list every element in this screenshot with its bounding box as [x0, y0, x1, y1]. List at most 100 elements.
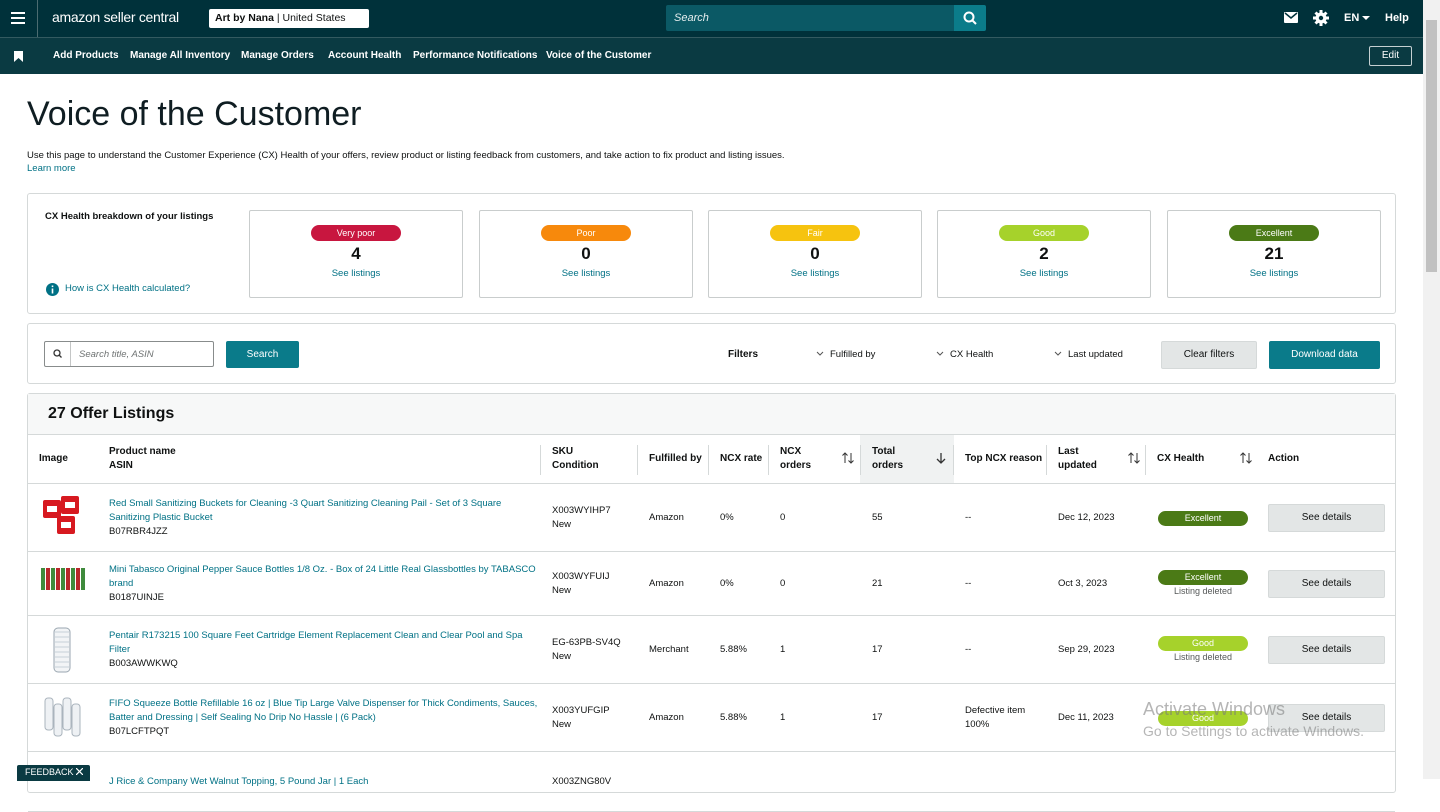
- column-header[interactable]: NCX rate: [720, 452, 762, 466]
- table-row: Red Small Sanitizing Buckets for Cleanin…: [28, 484, 1395, 552]
- column-header-text: NCX rate: [720, 453, 763, 464]
- search-button[interactable]: [954, 5, 986, 31]
- sku: X003ZNG80V: [552, 776, 612, 787]
- product-cell: Pentair R173215 100 Square Feet Cartridg…: [109, 616, 539, 684]
- total-orders-cell: 17: [872, 616, 962, 684]
- health-pill: Good: [1158, 636, 1248, 651]
- nav-link[interactable]: Manage All Inventory: [130, 50, 231, 61]
- menu-icon[interactable]: [11, 12, 25, 24]
- see-listings-link[interactable]: See listings: [561, 268, 611, 279]
- nav-link[interactable]: Add Products: [53, 50, 119, 61]
- listing-count: 4: [351, 244, 361, 263]
- bottle: [41, 568, 45, 590]
- nav-link[interactable]: Account Health: [328, 50, 402, 61]
- product-name-link[interactable]: J Rice & Company Wet Walnut Topping, 5 P…: [109, 776, 369, 787]
- settings-icon[interactable]: [1313, 10, 1329, 26]
- ncx-rate: 0%: [720, 578, 734, 589]
- column-header[interactable]: CX Health: [1157, 452, 1204, 466]
- column-header-text: orders: [872, 460, 904, 471]
- learn-more-link[interactable]: Learn more: [27, 163, 76, 174]
- ncx-orders: 0: [780, 512, 786, 523]
- sort-icon[interactable]: [842, 452, 854, 464]
- close-icon[interactable]: [75, 767, 84, 776]
- sort-icon[interactable]: [1128, 452, 1140, 464]
- column-header[interactable]: Fulfilled by: [649, 452, 702, 466]
- see-details-button[interactable]: See details: [1268, 504, 1385, 532]
- search-listings-input[interactable]: Search title, ASIN: [44, 341, 214, 367]
- see-listings-link[interactable]: See listings: [1019, 268, 1069, 279]
- ncx-orders-cell: 0: [780, 552, 870, 616]
- bucket-label: [65, 502, 75, 508]
- last-updated-cell: Dec 12, 2023: [1058, 484, 1156, 552]
- search-panel: Search title, ASIN Search Filters Clear …: [27, 323, 1396, 384]
- see-details-button[interactable]: See details: [1268, 570, 1385, 598]
- asin: B0187UINJE: [109, 592, 164, 603]
- total-orders: 21: [872, 578, 883, 589]
- column-header[interactable]: SKU Condition: [552, 445, 599, 473]
- see-details-button[interactable]: See details: [1268, 636, 1385, 664]
- cx-health-help-link[interactable]: How is CX Health calculated?: [65, 283, 191, 294]
- column-header[interactable]: NCX orders: [780, 445, 811, 473]
- fulfilled-by: Amazon: [649, 578, 684, 589]
- edit-button[interactable]: Edit: [1369, 46, 1412, 66]
- clear-filters-button[interactable]: Clear filters: [1161, 341, 1257, 369]
- search-placeholder: Search title, ASIN: [79, 349, 154, 360]
- help-link[interactable]: Help: [1385, 12, 1409, 24]
- total-orders-cell: 55: [872, 484, 962, 552]
- product-name-link[interactable]: Red Small Sanitizing Buckets for Cleanin…: [109, 498, 502, 523]
- fulfilled-by-cell: Amazon: [649, 684, 719, 752]
- column-header-text: ASIN: [109, 460, 133, 471]
- column-header[interactable]: Top NCX reason: [965, 452, 1042, 466]
- sort-icon[interactable]: [935, 452, 947, 464]
- nav-link[interactable]: Manage Orders: [241, 50, 314, 61]
- table-row: Mini Tabasco Original Pepper Sauce Bottl…: [28, 552, 1395, 616]
- last-updated-cell: Dec 11, 2023: [1058, 684, 1156, 752]
- column-header: Image: [39, 452, 68, 466]
- search-button[interactable]: Search: [226, 341, 299, 368]
- column-header-text: Total: [872, 446, 896, 457]
- cx-health-card: Fair 0 See listings: [708, 210, 922, 298]
- see-details-button[interactable]: See details: [1268, 704, 1385, 732]
- image-cell: [39, 684, 109, 752]
- column-header[interactable]: Product name ASIN: [109, 445, 176, 473]
- asin: B07RBR4JZZ: [109, 526, 168, 537]
- search-icon: [53, 342, 71, 366]
- nav-link[interactable]: Performance Notifications: [413, 50, 538, 61]
- health-pill: Excellent: [1158, 510, 1248, 526]
- cx-health-card: Poor 0 See listings: [479, 210, 693, 298]
- bottle: [46, 568, 50, 590]
- product-name-link[interactable]: Pentair R173215 100 Square Feet Cartridg…: [109, 630, 523, 655]
- ncx-rate: 5.88%: [720, 712, 747, 723]
- ncx-rate-cell: 0%: [720, 484, 780, 552]
- language[interactable]: EN: [1344, 12, 1371, 24]
- see-listings-link[interactable]: See listings: [1249, 268, 1299, 279]
- feedback-tab[interactable]: FEEDBACK: [17, 765, 90, 781]
- filter-cartridge: [53, 627, 71, 673]
- account-switcher[interactable]: Art by Nana | United States: [209, 9, 369, 28]
- see-listings-link[interactable]: See listings: [331, 268, 381, 279]
- info-icon: [46, 283, 59, 296]
- condition: New: [552, 519, 572, 530]
- bookmark-icon[interactable]: [14, 51, 23, 62]
- download-button[interactable]: Download data: [1269, 341, 1380, 369]
- scroll-thumb[interactable]: [1426, 20, 1437, 272]
- see-listings-link[interactable]: See listings: [790, 268, 840, 279]
- product-name-link[interactable]: FIFO Squeeze Bottle Refillable 16 oz | B…: [109, 698, 538, 723]
- column-header[interactable]: Total orders: [872, 445, 903, 473]
- sku-cell: EG-63PB-SV4Q New: [552, 616, 642, 684]
- filter-dropdown[interactable]: CX Health: [936, 349, 993, 360]
- sku-cell: X003WYFUIJ New: [552, 552, 642, 616]
- mail-icon[interactable]: [1284, 12, 1298, 23]
- sort-icon[interactable]: [1240, 452, 1252, 464]
- nav-link[interactable]: Voice of the Customer: [546, 50, 652, 61]
- filter-dropdown[interactable]: Last updated: [1054, 349, 1123, 360]
- column-header-row: Image Product name ASIN SKU Condition Fulfill…: [28, 435, 1395, 484]
- column-header[interactable]: Last updated: [1058, 445, 1097, 473]
- scrollbar: [1423, 0, 1440, 779]
- search-input[interactable]: Search: [666, 5, 954, 31]
- filter-dropdown[interactable]: Fulfilled by: [816, 349, 875, 360]
- top-ncx-reason: --: [965, 512, 972, 523]
- product-name-link[interactable]: Mini Tabasco Original Pepper Sauce Bottl…: [109, 564, 536, 589]
- logo[interactable]: amazon seller central: [52, 9, 179, 25]
